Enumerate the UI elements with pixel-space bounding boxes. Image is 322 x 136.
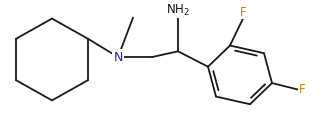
Text: N: N (113, 51, 123, 64)
Text: NH$_2$: NH$_2$ (166, 2, 190, 18)
Text: F: F (240, 6, 246, 19)
Text: F: F (299, 83, 306, 96)
